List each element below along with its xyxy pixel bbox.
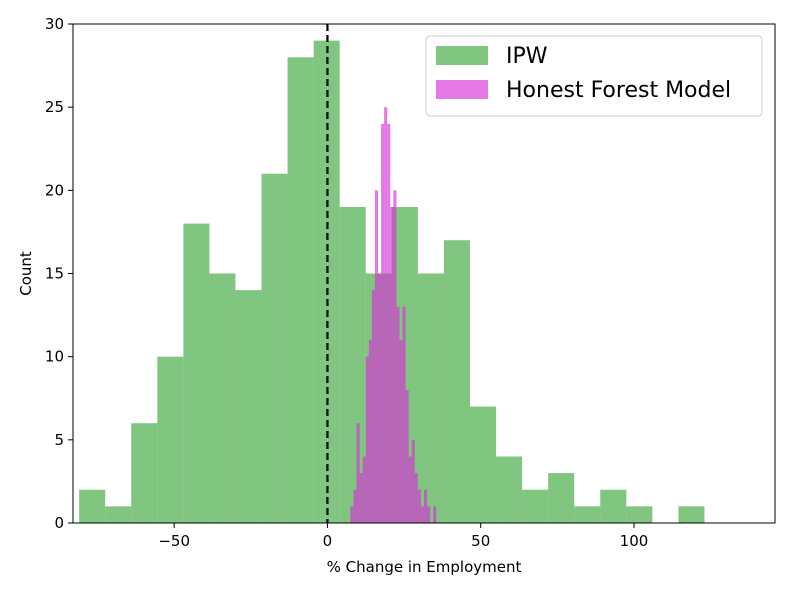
y-tick-label: 10 [45,348,64,366]
bar-honest-forest-model-23 [420,506,424,523]
x-tick-label: 50 [471,532,490,550]
bar-honest-forest-model-19 [408,456,412,523]
bar-honest-forest-model-11 [384,107,388,524]
bar-honest-forest-model-15 [396,306,400,523]
y-axis-label: Count [17,251,35,296]
bar-honest-forest-model-12 [387,123,391,524]
legend: IPW Honest Forest Model [425,35,763,117]
bar-honest-forest-model-6 [368,340,372,523]
bar-honest-forest-model-26 [433,506,437,523]
bar-honest-forest-model-7 [371,290,375,523]
x-tick-label: 0 [323,532,333,550]
bar-honest-forest-model-25 [427,506,431,523]
bar-honest-forest-model-21 [414,473,418,523]
bar-honest-forest-model-4 [362,456,366,523]
x-axis: −50 0 50 100 [158,523,648,550]
bar-honest-forest-model-1 [353,489,357,523]
bar-ipw-13 [417,273,444,523]
y-tick-label: 0 [54,514,64,532]
bar-ipw-23 [678,506,705,523]
bar-ipw-2 [131,423,158,523]
bar-ipw-0 [79,489,106,523]
y-axis: 0 5 10 15 20 25 30 [45,15,73,532]
y-tick-label: 25 [45,98,64,116]
bar-ipw-10 [339,206,366,523]
bar-ipw-16 [496,456,523,523]
bar-ipw-8 [287,57,314,524]
bar-ipw-6 [235,290,262,523]
bar-ipw-7 [261,173,288,523]
bar-ipw-1 [105,506,132,523]
bars-layer [79,40,705,524]
x-tick-label: 100 [620,532,649,550]
bar-ipw-4 [183,223,210,523]
bar-honest-forest-model-3 [359,473,363,523]
bar-honest-forest-model-0 [350,506,354,523]
bar-honest-forest-model-20 [411,439,415,523]
legend-swatch-honest-forest-model [436,80,488,99]
y-tick-label: 15 [45,265,64,283]
bar-ipw-15 [469,406,497,523]
bar-ipw-14 [443,240,470,523]
bar-ipw-21 [626,506,653,523]
legend-label-ipw: IPW [506,44,548,69]
bar-ipw-20 [600,489,627,523]
y-tick-label: 5 [54,431,64,449]
bar-ipw-19 [574,506,601,523]
y-tick-label: 30 [45,15,64,33]
y-tick-label: 20 [45,181,64,199]
bar-honest-forest-model-24 [424,489,428,523]
bar-ipw-18 [548,473,575,523]
bar-honest-forest-model-8 [374,190,379,524]
bar-honest-forest-model-17 [402,306,406,523]
bar-honest-forest-model-5 [365,356,369,523]
bar-honest-forest-model-16 [399,340,403,523]
bar-honest-forest-model-22 [417,489,421,523]
bar-ipw-17 [522,489,549,523]
bar-ipw-3 [157,356,184,523]
legend-swatch-ipw [436,46,488,65]
bar-honest-forest-model-18 [405,389,409,523]
legend-label-honest-forest-model: Honest Forest Model [506,78,731,103]
bar-honest-forest-model-14 [393,190,397,524]
bar-ipw-5 [209,273,236,523]
bar-honest-forest-model-10 [381,123,385,524]
x-axis-label: % Change in Employment [327,558,522,576]
bar-honest-forest-model-2 [356,423,360,523]
legend-box [425,35,763,117]
bar-honest-forest-model-13 [390,206,394,523]
x-tick-label: −50 [158,532,190,550]
bar-honest-forest-model-9 [378,273,382,523]
